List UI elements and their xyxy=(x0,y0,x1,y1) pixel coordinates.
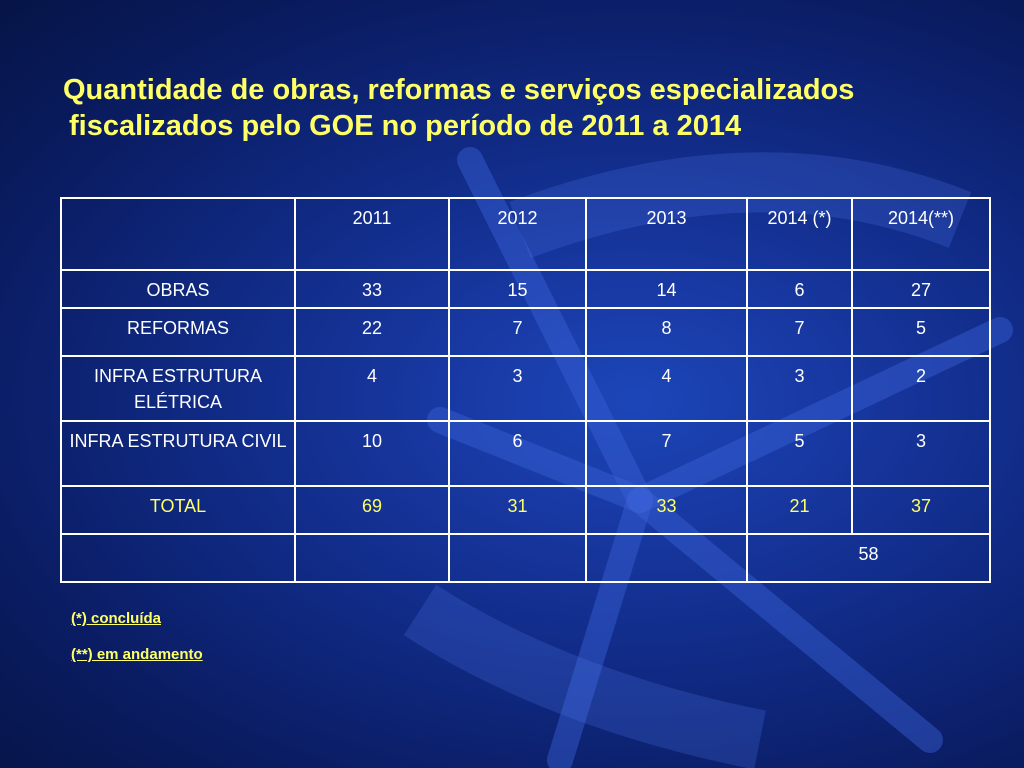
table-row: OBRAS 33 15 14 6 27 xyxy=(60,269,991,309)
header-cell-2014-andamento: 2014(**) xyxy=(851,197,991,271)
header-cell-2012: 2012 xyxy=(448,197,587,271)
table-cell: 10 xyxy=(294,420,450,487)
total-cell: 69 xyxy=(294,485,450,535)
table-cell: 7 xyxy=(585,420,748,487)
table-cell: 3 xyxy=(851,420,991,487)
table-cell: 4 xyxy=(294,355,450,422)
total-cell: 33 xyxy=(585,485,748,535)
table-row: INFRA ESTRUTURA CIVIL 10 6 7 5 3 xyxy=(60,420,991,487)
empty-cell xyxy=(585,533,748,583)
row-label: INFRA ESTRUTURA CIVIL xyxy=(60,420,296,487)
table-cell: 5 xyxy=(851,307,991,357)
footnote-concluida: (*) concluída xyxy=(71,610,162,627)
total-cell: 21 xyxy=(746,485,853,535)
total-cell: 37 xyxy=(851,485,991,535)
row-label-total: TOTAL xyxy=(60,485,296,535)
table-row: REFORMAS 22 7 8 7 5 xyxy=(60,307,991,357)
table-row-total: TOTAL 69 31 33 21 37 xyxy=(60,485,991,535)
header-cell-empty xyxy=(60,197,296,271)
table-cell: 6 xyxy=(448,420,587,487)
table-cell: 33 xyxy=(294,269,450,309)
table-cell: 4 xyxy=(585,355,748,422)
table-cell: 22 xyxy=(294,307,450,357)
header-cell-2011: 2011 xyxy=(294,197,450,271)
table-cell: 27 xyxy=(851,269,991,309)
footnote-em-andamento: (**) em andamento xyxy=(71,646,203,663)
table-cell: 14 xyxy=(585,269,748,309)
row-label: INFRA ESTRUTURA ELÉTRICA xyxy=(60,355,296,422)
footnotes: (*) concluída (**) em andamento xyxy=(71,609,203,681)
table-cell: 7 xyxy=(746,307,853,357)
table-cell: 2 xyxy=(851,355,991,422)
table-cell: 3 xyxy=(448,355,587,422)
table-cell: 7 xyxy=(448,307,587,357)
table-row: INFRA ESTRUTURA ELÉTRICA 4 3 4 3 2 xyxy=(60,355,991,422)
row-label: OBRAS xyxy=(60,269,296,309)
table-cell: 15 xyxy=(448,269,587,309)
empty-cell xyxy=(60,533,296,583)
header-cell-2014-concluida: 2014 (*) xyxy=(746,197,853,271)
slide-title: Quantidade de obras, reformas e serviços… xyxy=(63,72,1013,144)
table-cell: 3 xyxy=(746,355,853,422)
title-line-1: Quantidade de obras, reformas e serviços… xyxy=(63,74,855,106)
empty-cell xyxy=(448,533,587,583)
total-cell: 31 xyxy=(448,485,587,535)
table-header-row: 2011 2012 2013 2014 (*) 2014(**) xyxy=(60,197,991,271)
table-cell: 5 xyxy=(746,420,853,487)
table-cell: 6 xyxy=(746,269,853,309)
combined-2014-total-cell: 58 xyxy=(746,533,991,583)
table-cell: 8 xyxy=(585,307,748,357)
table-row-2014-combined: 58 xyxy=(60,533,991,583)
row-label: REFORMAS xyxy=(60,307,296,357)
empty-cell xyxy=(294,533,450,583)
title-line-2: fiscalizados pelo GOE no período de 2011… xyxy=(69,110,742,142)
header-cell-2013: 2013 xyxy=(585,197,748,271)
works-table: 2011 2012 2013 2014 (*) 2014(**) OBRAS 3… xyxy=(60,197,991,583)
